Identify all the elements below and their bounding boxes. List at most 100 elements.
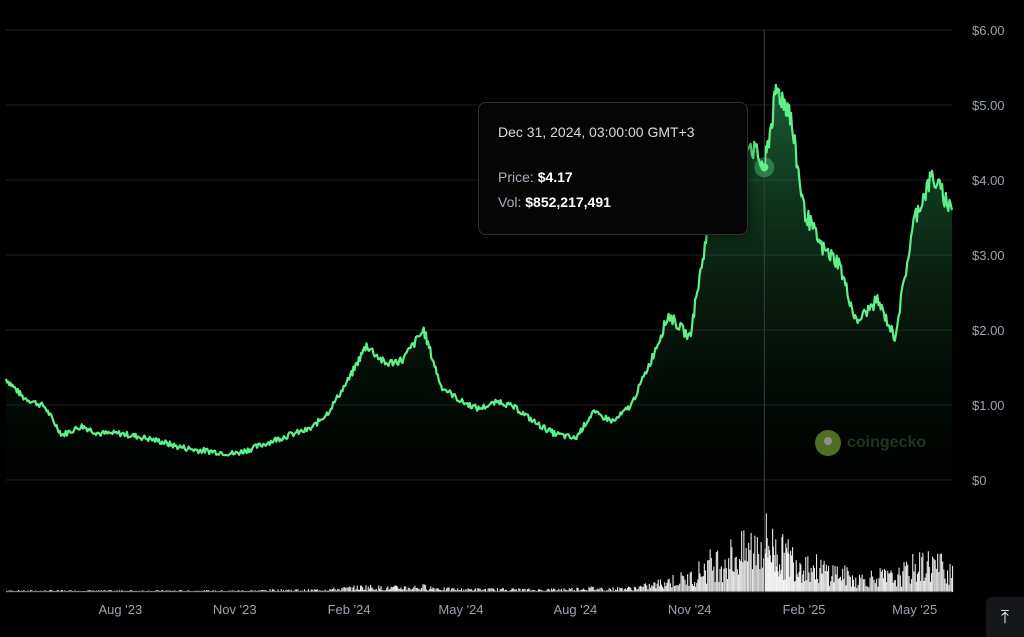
- volume-bar: [604, 590, 606, 592]
- volume-bar: [229, 590, 231, 592]
- volume-bar: [409, 588, 411, 592]
- volume-bar: [319, 590, 321, 592]
- volume-bar: [723, 568, 725, 592]
- volume-bar: [599, 588, 601, 592]
- volume-bar: [883, 569, 885, 592]
- volume-bar: [418, 588, 420, 592]
- volume-bar: [735, 556, 737, 592]
- volume-bar: [654, 582, 656, 592]
- volume-bar: [640, 585, 642, 592]
- volume-bar: [848, 575, 850, 592]
- volume-bar: [774, 571, 776, 592]
- volume-bar: [63, 590, 65, 592]
- volume-bar: [380, 586, 382, 592]
- volume-bar: [921, 557, 923, 592]
- volume-bar: [360, 585, 362, 592]
- volume-bar: [587, 590, 589, 592]
- volume-bar: [379, 588, 381, 592]
- volume-bar: [447, 587, 449, 592]
- volume-bar: [317, 589, 319, 592]
- volume-bar: [657, 579, 659, 592]
- volume-bar: [338, 589, 340, 592]
- y-tick-label: $4.00: [972, 173, 1005, 188]
- volume-bar: [805, 557, 807, 592]
- volume-bar: [254, 590, 256, 592]
- volume-bar: [221, 590, 223, 592]
- volume-bar: [469, 589, 471, 592]
- volume-bar: [697, 579, 699, 592]
- volume-bar: [425, 589, 427, 592]
- volume-bar: [230, 590, 232, 592]
- volume-bar: [834, 565, 836, 592]
- volume-bar: [685, 584, 687, 592]
- volume-bar: [413, 587, 415, 592]
- volume-bar: [393, 585, 395, 592]
- volume-bar: [78, 590, 80, 592]
- volume-bar: [337, 588, 339, 592]
- volume-bar: [461, 588, 463, 592]
- volume-bar: [262, 589, 264, 592]
- volume-bar: [792, 562, 794, 592]
- volume-bar: [892, 583, 894, 592]
- volume-bar: [665, 586, 667, 592]
- volume-bar: [277, 589, 279, 592]
- volume-bar: [454, 589, 456, 592]
- volume-bar: [655, 588, 657, 592]
- volume-bar: [889, 572, 891, 592]
- volume-bar: [822, 564, 824, 592]
- volume-bar: [580, 589, 582, 592]
- volume-bar: [690, 571, 692, 592]
- volume-bar: [709, 549, 711, 592]
- volume-bar: [828, 565, 830, 592]
- volume-bar: [791, 555, 793, 592]
- volume-bar: [749, 550, 751, 592]
- volume-bar: [335, 590, 337, 592]
- volume-bar: [167, 590, 169, 592]
- scroll-to-top-button[interactable]: ⤒: [986, 597, 1024, 637]
- volume-bar: [658, 586, 660, 592]
- volume-bar: [728, 558, 730, 592]
- volume-bar: [810, 567, 812, 592]
- volume-bar: [671, 587, 673, 592]
- volume-bar: [30, 590, 32, 592]
- volume-bar: [555, 590, 557, 592]
- volume-bar: [89, 590, 91, 592]
- volume-bar: [68, 590, 70, 592]
- volume-bar: [581, 589, 583, 592]
- volume-bar: [488, 588, 490, 592]
- volume-bar: [345, 587, 347, 592]
- volume-bar: [546, 589, 548, 592]
- volume-bar: [913, 571, 915, 592]
- volume-bar: [334, 589, 336, 592]
- volume-bar: [297, 589, 299, 592]
- volume-bar: [458, 590, 460, 592]
- volume-bar: [949, 564, 951, 592]
- volume-bar: [911, 579, 913, 592]
- volume-bar: [897, 574, 899, 592]
- volume-bar: [888, 573, 890, 592]
- volume-bar: [820, 559, 822, 592]
- hover-point: [760, 163, 769, 172]
- volume-bar: [886, 582, 888, 592]
- volume-bar: [675, 585, 677, 592]
- volume-bar: [444, 590, 446, 592]
- volume-bar: [799, 563, 801, 592]
- volume-bar: [849, 577, 851, 592]
- volume-bar: [809, 581, 811, 592]
- volume-bar: [891, 572, 893, 592]
- volume-bar: [477, 588, 479, 592]
- volume-bar: [920, 580, 922, 592]
- volume-bar: [158, 590, 160, 592]
- volume-bar: [746, 561, 748, 592]
- volume-bar: [851, 575, 853, 592]
- volume-bar: [628, 586, 630, 592]
- volume-bar: [27, 590, 29, 592]
- volume-bar: [203, 590, 205, 592]
- y-axis-ticks: $0 $1.00 $2.00 $3.00 $4.00 $5.00 $6.00: [972, 23, 1005, 488]
- volume-bar: [357, 589, 359, 592]
- volume-bar: [713, 566, 715, 592]
- volume-bar: [596, 588, 598, 592]
- volume-bar: [869, 577, 871, 592]
- volume-bar: [59, 590, 61, 592]
